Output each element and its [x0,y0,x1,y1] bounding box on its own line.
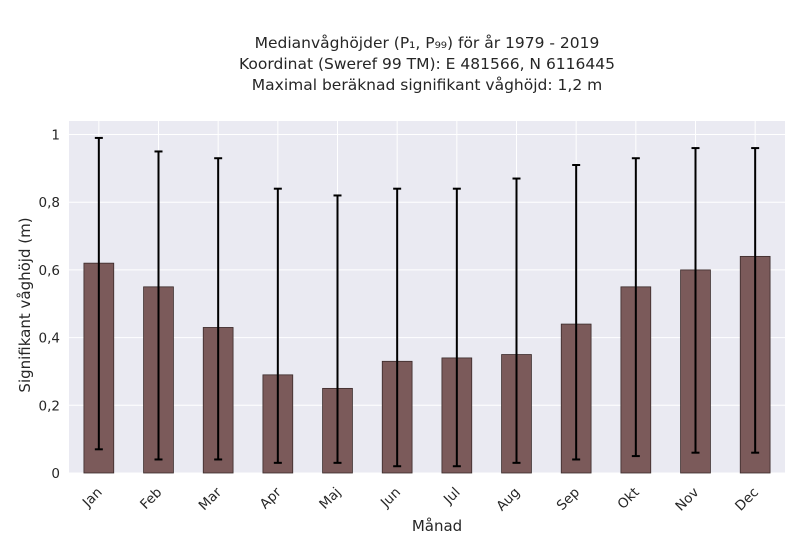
x-tick-label: Nov [672,485,702,515]
title-line-3: Maximal beräknad signifikant våghöjd: 1,… [251,76,603,94]
x-tick-label: Jul [440,485,464,509]
x-tick-label: Mar [196,484,226,514]
y-tick-label: 0,2 [39,398,60,414]
error-bar-feb [154,150,163,461]
error-bar-jan [94,136,103,451]
error-bar-apr [273,187,282,464]
y-tick-label: 1 [51,128,60,144]
error-bar-nov [691,147,700,454]
x-tick-label: Apr [257,484,285,512]
x-axis-label: Månad [412,517,462,535]
y-axis-label: Signifikant våghöjd (m) [16,217,34,392]
y-tick-label: 0,8 [39,195,60,211]
error-bar-jun [393,187,402,468]
plot-area [69,121,785,473]
error-bar-sep [572,164,581,461]
error-bar-okt [631,157,640,458]
error-bar-jul [452,187,461,468]
x-tick-label: Jun [377,485,404,512]
title-line-1: Medianvåghöjder (P₁, P₉₉) för år 1979 - … [254,34,600,52]
error-bars [94,136,760,468]
y-tick-label: 0,4 [39,331,60,347]
title-line-2: Koordinat (Sweref 99 TM): E 481566, N 61… [239,55,615,73]
y-tick-label: 0 [51,466,60,482]
y-tick-labels: 0 0,2 0,4 0,6 0,8 1 [39,128,60,482]
chart-title: Medianvåghöjder (P₁, P₉₉) för år 1979 - … [0,33,800,96]
x-tick-label: Feb [137,485,165,513]
x-tick-labels: Jan Feb Mar Apr Maj Jun Jul Aug Sep Okt Nov Dec [79,484,762,514]
x-tick-label: Sep [554,485,583,514]
x-tick-label: Maj [316,485,344,513]
error-bar-dec [751,147,760,454]
error-bar-aug [512,177,521,464]
x-tick-label: Dec [732,485,762,515]
error-bar-mar [214,157,223,461]
y-tick-label: 0,6 [39,263,60,279]
x-tick-label: Okt [615,485,643,513]
x-tick-label: Aug [493,485,523,515]
x-tick-label: Jan [79,485,106,512]
error-bar-maj [333,194,342,464]
